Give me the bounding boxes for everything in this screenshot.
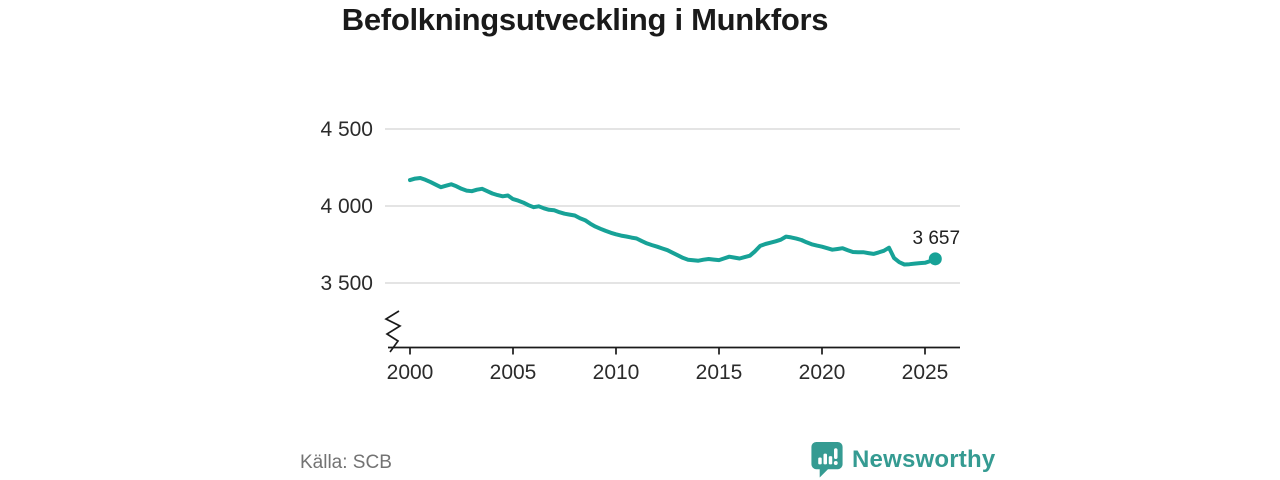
source-note: Källa: SCB [300, 452, 392, 473]
end-value-label: 3 657 [913, 228, 961, 249]
x-tick-label: 2020 [799, 361, 846, 384]
newsworthy-logo-icon [811, 441, 843, 478]
x-tick-label: 2005 [490, 361, 537, 384]
axis-break-icon [384, 310, 402, 353]
x-tick-label: 2015 [696, 361, 743, 384]
x-tick-label: 2010 [593, 361, 640, 384]
y-tick-label: 4 000 [320, 195, 373, 218]
x-tick-label: 2000 [387, 361, 434, 384]
newsworthy-branding: Newsworthy [810, 441, 995, 478]
end-point-marker [928, 252, 942, 266]
x-tick-label: 2025 [902, 361, 949, 384]
y-tick-label: 3 500 [320, 272, 373, 295]
series-line [408, 176, 938, 267]
newsworthy-wordmark: Newsworthy [852, 445, 996, 473]
chart-title: Befolkningsutveckling i Munkfors [341, 2, 829, 37]
y-tick-label: 4 500 [320, 118, 373, 141]
